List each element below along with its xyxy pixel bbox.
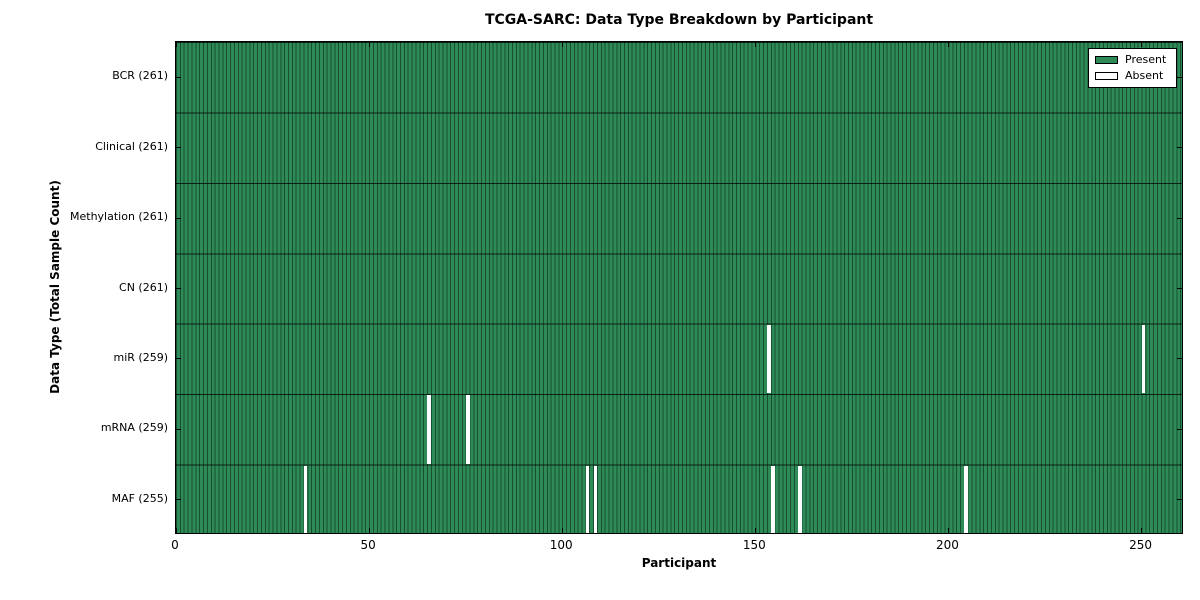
x-tick-mark [176, 528, 177, 533]
x-tick-mark [561, 528, 563, 533]
y-tick-mark [1177, 76, 1182, 78]
x-tick-label: 150 [742, 538, 766, 552]
y-tick-label-CN: CN (261) [119, 280, 168, 294]
y-tick-label-Methylation: Methylation (261) [70, 210, 168, 224]
x-tick-mark [368, 528, 370, 533]
y-tick-label-mRNA: mRNA (259) [100, 421, 168, 435]
absent-bar-MAF-204 [964, 465, 968, 533]
x-tick-mark [368, 42, 370, 47]
x-tick-label: 50 [360, 538, 376, 552]
x-tick-mark [947, 528, 949, 533]
absent-bar-MAF-33 [303, 465, 308, 533]
y-tick-mark [1177, 217, 1182, 219]
absent-bar-MAF-161 [798, 465, 802, 533]
y-tick-mark [1177, 288, 1182, 289]
x-axis-title: Participant [641, 556, 717, 570]
x-tick-label: 100 [549, 538, 573, 552]
x-tick-mark [176, 42, 177, 47]
y-tick-mark [176, 428, 181, 430]
y-tick-label-BCR: BCR (261) [112, 69, 168, 83]
absent-bar-MAF-106 [585, 465, 590, 533]
x-tick-label: 250 [1129, 538, 1152, 552]
legend-label-present: Present [1125, 53, 1167, 67]
y-tick-label-Clinical: Clinical (261) [95, 139, 168, 153]
x-tick-mark [561, 42, 563, 47]
absent-bar-mRNA-65 [427, 395, 431, 464]
present-swatch-icon [1095, 56, 1118, 65]
x-tick-mark [947, 42, 949, 47]
absent-bar-mRNA-75 [466, 395, 470, 464]
chart-title: TCGA-SARC: Data Type Breakdown by Partic… [484, 12, 874, 28]
x-tick-label: 200 [935, 538, 959, 552]
absent-swatch-icon [1095, 71, 1118, 80]
x-tick-mark [1141, 528, 1143, 533]
y-tick-mark [176, 217, 181, 219]
y-tick-mark [176, 147, 181, 149]
y-tick-mark [1177, 499, 1182, 501]
absent-bar-MAF-108 [593, 465, 597, 533]
y-tick-label-MAF: MAF (255) [111, 491, 168, 505]
y-tick-mark [176, 499, 181, 501]
x-tick-label: 0 [171, 538, 179, 552]
y-tick-mark [176, 358, 181, 360]
y-tick-mark [1177, 147, 1182, 149]
x-tick-mark [1141, 42, 1143, 47]
absent-bar-miR-250 [1141, 324, 1146, 394]
y-tick-mark [1177, 358, 1182, 360]
legend-item-absent: Absent [1095, 68, 1170, 82]
y-tick-label-miR: miR (259) [113, 350, 169, 364]
y-tick-mark [1177, 428, 1182, 430]
y-tick-mark [176, 288, 181, 289]
x-tick-mark [754, 528, 756, 533]
y-tick-mark [176, 76, 181, 78]
absent-bar-MAF-154 [771, 465, 775, 533]
absent-bar-miR-153 [767, 324, 771, 394]
legend-label-absent: Absent [1125, 68, 1164, 82]
x-tick-mark [754, 42, 756, 47]
legend-item-present: Present [1095, 54, 1170, 66]
legend: Present Absent [1088, 48, 1177, 88]
plot-area [175, 41, 1183, 534]
